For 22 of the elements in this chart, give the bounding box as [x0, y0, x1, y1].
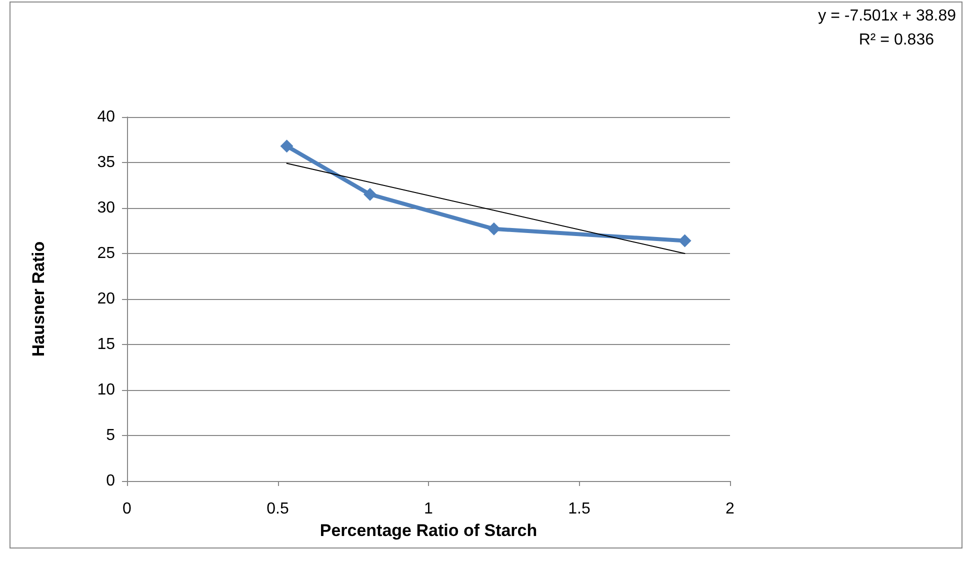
y-axis-title: Hausner Ratio — [29, 241, 48, 357]
point — [364, 188, 377, 201]
y-tick-label: 35 — [97, 154, 116, 171]
y-tick-label: 40 — [97, 108, 116, 126]
x-tick-label: 1.5 — [568, 500, 590, 518]
y-tick-label: 10 — [97, 382, 116, 398]
point — [280, 140, 294, 153]
text: y = -7.501x + 38.89 — [818, 8, 956, 24]
x-tick-label: 2 — [726, 500, 735, 518]
y-tick-label: 20 — [97, 290, 116, 308]
text: R² = 0.836 — [858, 32, 934, 48]
y-tick-label: 30 — [97, 200, 116, 216]
y-tick-label: 5 — [106, 427, 116, 444]
x-tick-label: 1 — [424, 500, 434, 518]
y-tick-label: 0 — [106, 472, 116, 490]
y-tick-label: 25 — [97, 245, 116, 262]
y-tick-label: 15 — [97, 336, 116, 353]
x-axis-title: Percentage Ratio of Starch — [320, 520, 538, 540]
point — [678, 234, 692, 248]
x-tick-label: 0 — [122, 500, 132, 518]
point — [487, 222, 500, 236]
x-tick-label: 0.5 — [266, 500, 289, 518]
